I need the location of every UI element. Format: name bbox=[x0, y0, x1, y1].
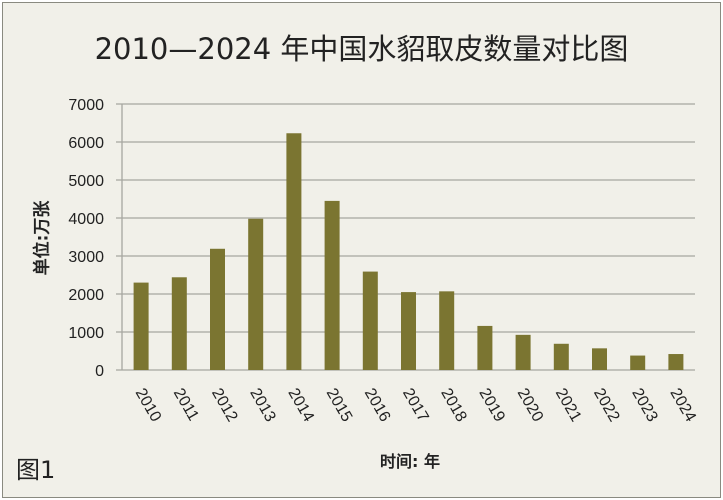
y-tick-label: 0 bbox=[95, 363, 104, 380]
x-tick-label: 2023 bbox=[628, 386, 661, 425]
x-tick-label: 2024 bbox=[666, 386, 699, 425]
x-tick-label: 2021 bbox=[552, 386, 585, 425]
x-tick-label: 2020 bbox=[514, 386, 547, 425]
bar-2013 bbox=[248, 218, 264, 370]
x-tick-label: 2019 bbox=[475, 386, 508, 425]
bar-2023 bbox=[630, 355, 646, 370]
x-tick-label: 2016 bbox=[361, 386, 394, 425]
x-tick-label: 2010 bbox=[132, 386, 165, 425]
y-tick-label: 7000 bbox=[68, 97, 104, 114]
bar-2012 bbox=[210, 248, 225, 370]
bar-2021 bbox=[553, 343, 569, 370]
x-tick-label: 2012 bbox=[208, 386, 241, 425]
bar-2022 bbox=[592, 348, 607, 370]
y-tick-label: 5000 bbox=[68, 173, 104, 190]
x-tick-label: 2014 bbox=[284, 386, 317, 425]
bar-2019 bbox=[477, 325, 493, 370]
y-tick-label: 2000 bbox=[68, 287, 104, 304]
y-tick-label: 1000 bbox=[68, 325, 104, 342]
bar-2024 bbox=[668, 354, 684, 370]
bar-2015 bbox=[324, 200, 340, 370]
figure-label: 图1 bbox=[16, 456, 56, 484]
chart-title: 2010—2024 年中国水貂取皮数量对比图 bbox=[94, 32, 629, 66]
y-tick-label: 3000 bbox=[68, 249, 104, 266]
x-tick-label: 2013 bbox=[246, 386, 279, 425]
bar-2018 bbox=[439, 291, 455, 370]
bar-2016 bbox=[362, 271, 378, 370]
bar-2014 bbox=[286, 133, 302, 370]
x-tick-label: 2018 bbox=[437, 386, 470, 425]
x-tick-label: 2022 bbox=[590, 386, 623, 425]
x-tick-label: 2015 bbox=[323, 386, 356, 425]
bar-2011 bbox=[171, 277, 187, 370]
x-tick-label: 2017 bbox=[399, 386, 432, 425]
bar-2010 bbox=[133, 282, 149, 370]
x-tick-label: 2011 bbox=[170, 386, 202, 424]
x-axis-label: 时间: 年 bbox=[380, 452, 440, 471]
bar-2017 bbox=[401, 292, 416, 370]
bar-2020 bbox=[515, 334, 531, 370]
y-tick-label: 6000 bbox=[68, 135, 104, 152]
y-tick-label: 4000 bbox=[68, 211, 104, 228]
